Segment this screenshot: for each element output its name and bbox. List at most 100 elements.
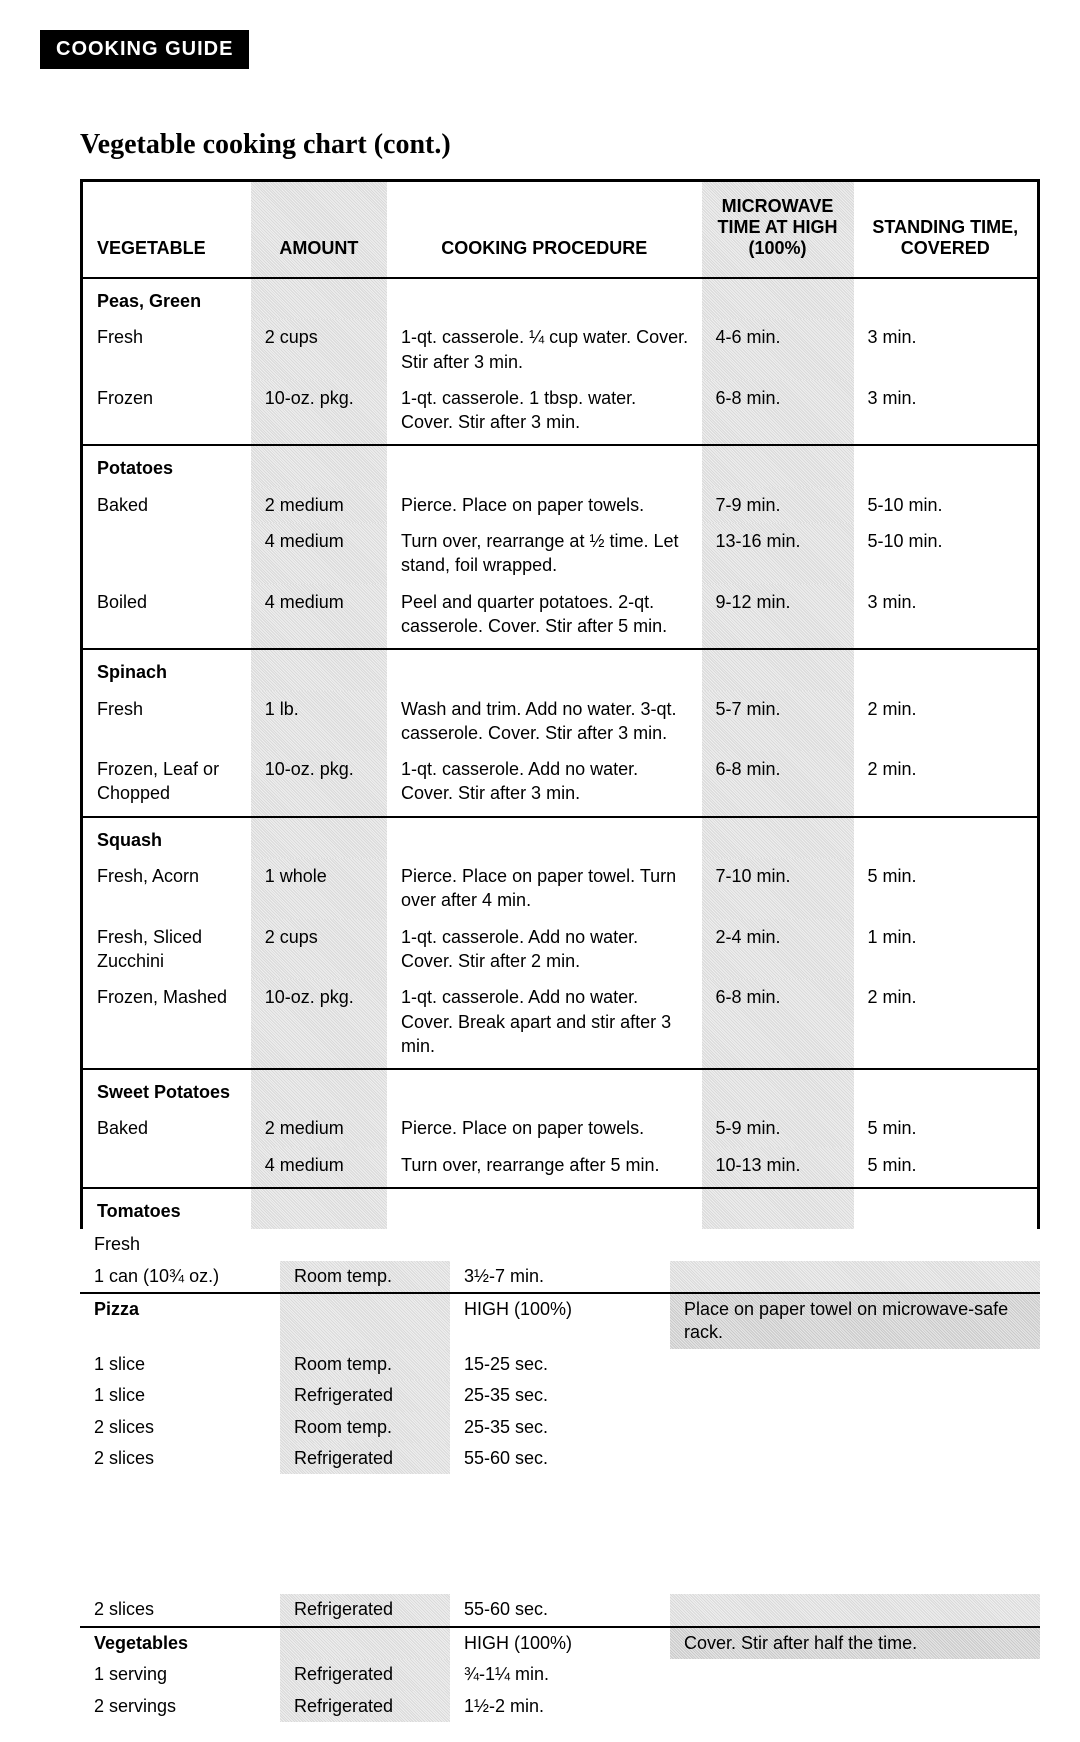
row-time: 2-4 min. <box>702 919 854 980</box>
row-amount: 2 medium <box>251 1110 387 1146</box>
row-procedure: 1-qt. casserole. 1 tbsp. water. Cover. S… <box>387 380 702 446</box>
row-standing: 2 min. <box>854 979 1037 1069</box>
row-sub: Fresh <box>83 319 251 380</box>
row-procedure: Pierce. Place on paper towel. Turn over … <box>387 858 702 919</box>
row-procedure: Turn over, rearrange after 5 min. <box>387 1147 702 1188</box>
row-standing: 3 min. <box>854 584 1037 650</box>
veg-qty: 1 serving <box>80 1659 280 1690</box>
row-sub: Frozen, Leaf or Chopped <box>83 751 251 817</box>
row-procedure: 1-qt. casserole. Add no water. Cover. Br… <box>387 979 702 1069</box>
row-standing: 1 min. <box>854 919 1037 980</box>
row-amount: 10-oz. pkg. <box>251 380 387 446</box>
row-amount: 2 cups <box>251 919 387 980</box>
veg-temp: Refrigerated <box>280 1691 450 1722</box>
row-standing: 3 min. <box>854 380 1037 446</box>
row-time: 7-9 min. <box>702 487 854 523</box>
row-sub: Frozen <box>83 380 251 446</box>
veg-temp: Refrigerated <box>280 1659 450 1690</box>
row-sub: Boiled <box>83 584 251 650</box>
row-standing: 2 min. <box>854 691 1037 752</box>
slices-cut-fragment: 2 slices Refrigerated 55-60 sec. <box>80 1594 1040 1625</box>
row-procedure: 1-qt. casserole. ¼ cup water. Cover. Sti… <box>387 319 702 380</box>
pizza-time: 25-35 sec. <box>450 1380 670 1411</box>
row-sub: Frozen, Mashed <box>83 979 251 1069</box>
pizza-title: Pizza <box>80 1293 280 1349</box>
row-time: 5-7 min. <box>702 691 854 752</box>
veg-frag-power: HIGH (100%) <box>450 1627 670 1659</box>
veg-time: 1½-2 min. <box>450 1691 670 1722</box>
row-sub: Baked <box>83 1110 251 1146</box>
row-procedure: Pierce. Place on paper towels. <box>387 1110 702 1146</box>
row-time: 6-8 min. <box>702 751 854 817</box>
row-amount: 4 medium <box>251 584 387 650</box>
row-sub: Baked <box>83 487 251 523</box>
veg-qty: 2 servings <box>80 1691 280 1722</box>
header-time: MICROWAVE TIME AT HIGH (100%) <box>702 182 854 278</box>
row-time: 4-6 min. <box>702 319 854 380</box>
row-standing: 5 min. <box>854 1110 1037 1146</box>
pizza-note: Place on paper towel on microwave-safe r… <box>670 1293 1040 1349</box>
row-time: 10-13 min. <box>702 1147 854 1188</box>
row-amount: 4 medium <box>251 523 387 584</box>
section-name: Potatoes <box>83 445 251 486</box>
veg-frag-note: Cover. Stir after half the time. <box>670 1627 1040 1659</box>
header-amount: AMOUNT <box>251 182 387 278</box>
pizza-fragment: Pizza HIGH (100%) Place on paper towel o… <box>80 1292 1040 1474</box>
section-name: Tomatoes <box>83 1188 251 1229</box>
header-vegetable: VEGETABLE <box>83 182 251 278</box>
row-time: 6-8 min. <box>702 979 854 1069</box>
row-standing: 5-10 min. <box>854 487 1037 523</box>
row-standing: 5 min. <box>854 1147 1037 1188</box>
pizza-temp: Room temp. <box>280 1412 450 1443</box>
section-name: Sweet Potatoes <box>83 1069 251 1110</box>
cooking-guide-tab: COOKING GUIDE <box>40 30 249 69</box>
row-sub: Fresh <box>83 691 251 752</box>
row-procedure: Turn over, rearrange at ½ time. Let stan… <box>387 523 702 584</box>
row-standing: 3 min. <box>854 319 1037 380</box>
pizza-qty: 2 slices <box>80 1443 280 1474</box>
pizza-time: 15-25 sec. <box>450 1349 670 1380</box>
veg-time: ¾-1¼ min. <box>450 1659 670 1690</box>
pizza-time: 55-60 sec. <box>450 1443 670 1474</box>
row-time: 9-12 min. <box>702 584 854 650</box>
soup-can-label: 1 can (10¾ oz.) <box>80 1261 280 1292</box>
pizza-power: HIGH (100%) <box>450 1293 670 1349</box>
row-sub: Fresh, Acorn <box>83 858 251 919</box>
soup-temp: Room temp. <box>280 1261 450 1292</box>
row-procedure: 1-qt. casserole. Add no water. Cover. St… <box>387 751 702 817</box>
row-sub <box>83 523 251 584</box>
row-amount: 1 whole <box>251 858 387 919</box>
soup-time: 3½-7 min. <box>450 1261 670 1292</box>
row-procedure: 1-qt. casserole. Add no water. Cover. St… <box>387 919 702 980</box>
header-procedure: COOKING PROCEDURE <box>387 182 702 278</box>
pizza-time: 25-35 sec. <box>450 1412 670 1443</box>
pizza-qty: 1 slice <box>80 1380 280 1411</box>
pizza-temp: Room temp. <box>280 1349 450 1380</box>
row-procedure: Peel and quarter potatoes. 2-qt. cassero… <box>387 584 702 650</box>
row-amount: 4 medium <box>251 1147 387 1188</box>
row-amount: 1 lb. <box>251 691 387 752</box>
row-time: 13-16 min. <box>702 523 854 584</box>
row-time: 6-8 min. <box>702 380 854 446</box>
pizza-temp: Refrigerated <box>280 1443 450 1474</box>
chart-title: Vegetable cooking chart (cont.) <box>80 129 1040 161</box>
vegetables-fragment: Vegetables HIGH (100%) Cover. Stir after… <box>80 1626 1040 1722</box>
soup-fragment: Fresh 1 can (10¾ oz.) Room temp. 3½-7 mi… <box>80 1229 1040 1292</box>
pizza-qty: 1 slice <box>80 1349 280 1380</box>
row-amount: 2 medium <box>251 487 387 523</box>
veg-frag-title: Vegetables <box>80 1627 280 1659</box>
header-standing: STANDING TIME, COVERED <box>854 182 1037 278</box>
vegetable-chart: VEGETABLE AMOUNT COOKING PROCEDURE MICRO… <box>80 179 1040 1229</box>
row-amount: 10-oz. pkg. <box>251 979 387 1069</box>
row-amount: 2 cups <box>251 319 387 380</box>
row-procedure: Pierce. Place on paper towels. <box>387 487 702 523</box>
row-sub: Fresh, Sliced Zucchini <box>83 919 251 980</box>
row-standing: 5 min. <box>854 858 1037 919</box>
row-procedure: Wash and trim. Add no water. 3-qt. casse… <box>387 691 702 752</box>
section-name: Peas, Green <box>83 278 251 319</box>
row-amount: 10-oz. pkg. <box>251 751 387 817</box>
pizza-qty: 2 slices <box>80 1412 280 1443</box>
pizza-temp: Refrigerated <box>280 1380 450 1411</box>
row-sub <box>83 1147 251 1188</box>
section-name: Spinach <box>83 649 251 690</box>
